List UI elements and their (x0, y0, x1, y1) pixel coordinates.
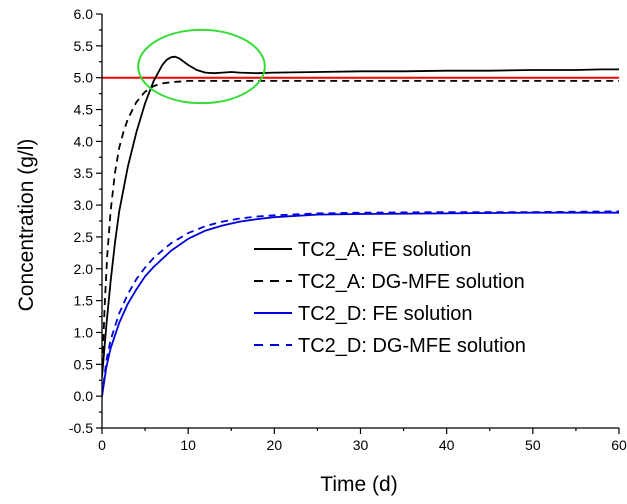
x-tick-label: 30 (353, 437, 369, 453)
x-axis-title: Time (d) (320, 473, 397, 496)
y-tick-label: 3.5 (74, 165, 94, 181)
y-tick-label: 5.0 (74, 70, 94, 86)
series-line-1 (102, 55, 619, 378)
y-tick-label: 0.5 (74, 356, 94, 372)
legend-label-2: TC2_A: DG-MFE solution (298, 271, 525, 293)
x-tick-label: 0 (98, 437, 106, 453)
x-tick-label: 10 (180, 437, 196, 453)
series-line-3 (102, 211, 619, 397)
y-tick-label: -0.5 (69, 420, 93, 436)
x-tick-label: 50 (525, 437, 541, 453)
legend-label-1: TC2_A: FE solution (298, 239, 471, 261)
y-tick-label: 4.5 (74, 102, 94, 118)
y-tick-label: 1.5 (74, 293, 94, 309)
x-tick-label: 20 (267, 437, 283, 453)
x-tick-label: 60 (611, 437, 627, 453)
y-axis-title: Concentration (g/l) (15, 139, 38, 312)
legend-label-3: TC2_D: FE solution (298, 303, 473, 325)
y-tick-label: 4.0 (74, 133, 94, 149)
plot-inner (102, 55, 619, 397)
legend: TC2_A: FE solution TC2_A: DG-MFE solution… (254, 239, 526, 357)
y-tick-label: 0.0 (74, 388, 94, 404)
highlight-ellipse (137, 28, 266, 105)
y-tick-label: 2.5 (74, 229, 94, 245)
y-tick-label: 2.0 (74, 261, 94, 277)
legend-label-4: TC2_D: DG-MFE solution (298, 335, 526, 357)
y-tick-label: 3.0 (74, 197, 94, 213)
series-line-4 (102, 210, 619, 397)
x-tick-label: 40 (439, 437, 455, 453)
axes: 0 10 20 30 40 50 60 -0.5 0.0 0.5 1.0 1.5 2.0 2.5 3.0 3.… (69, 6, 627, 453)
y-tick-label: 1.0 (74, 324, 94, 340)
y-tick-label: 5.5 (74, 38, 94, 54)
y-tick-label: 6.0 (74, 6, 94, 22)
series-line-2 (102, 80, 619, 378)
plot-area (102, 28, 619, 397)
